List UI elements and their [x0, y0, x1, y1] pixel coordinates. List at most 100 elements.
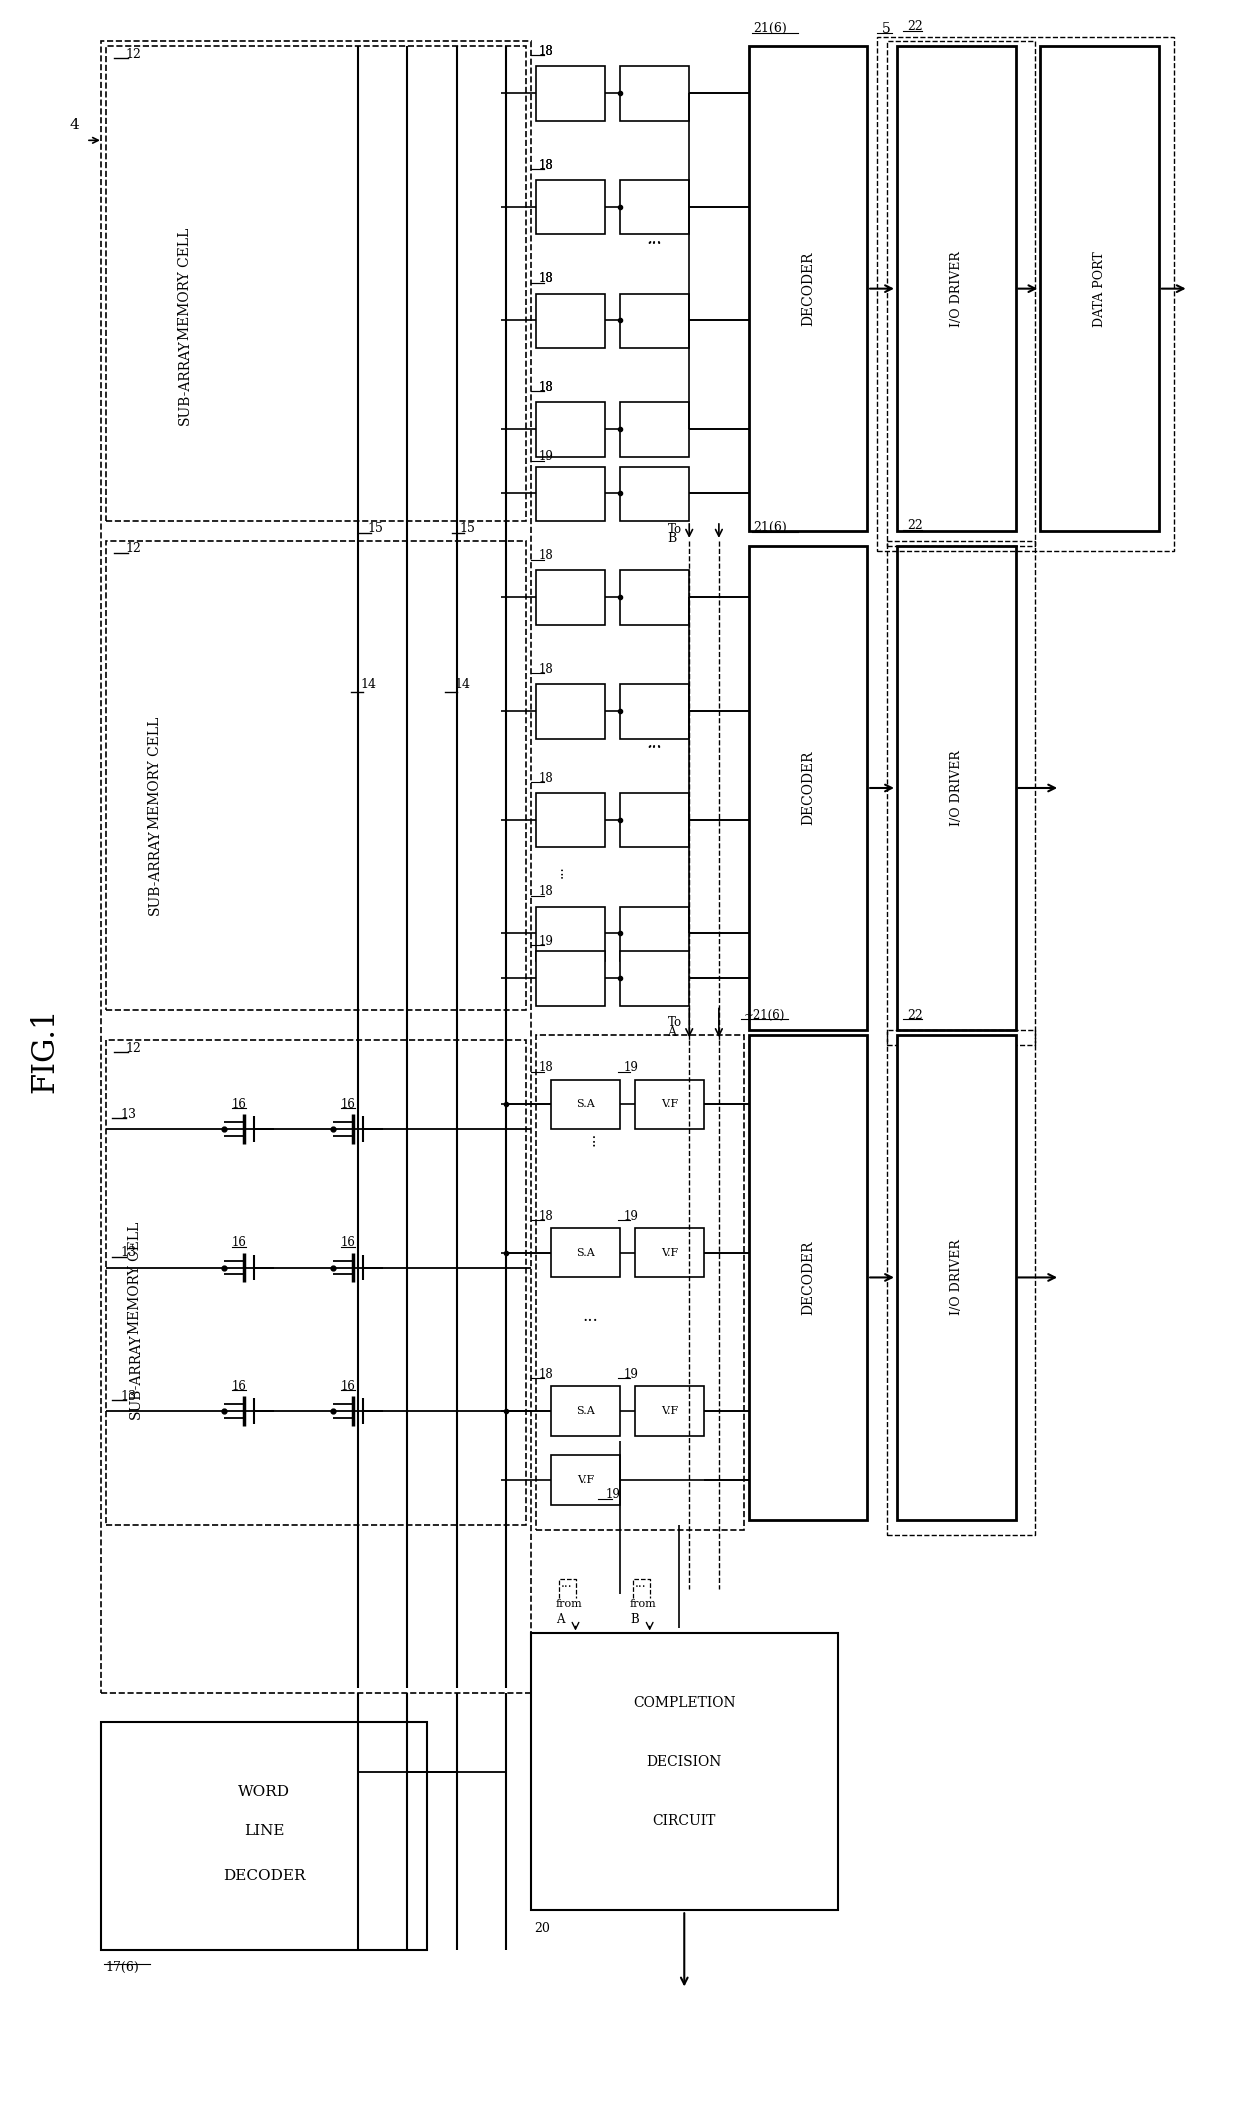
- Bar: [105, 1039, 526, 1525]
- Bar: [887, 42, 1035, 545]
- Text: LINE: LINE: [244, 1824, 284, 1839]
- Bar: [635, 1387, 704, 1435]
- Bar: [531, 1633, 837, 1910]
- Bar: [749, 545, 867, 1031]
- Bar: [551, 1229, 620, 1277]
- Bar: [887, 1031, 1035, 1534]
- Text: 18: 18: [539, 158, 554, 173]
- Text: 13: 13: [120, 1109, 136, 1121]
- Text: SUB-ARRAY: SUB-ARRAY: [149, 829, 162, 915]
- Text: 18: 18: [539, 772, 554, 785]
- Text: 18: 18: [539, 1060, 554, 1075]
- Bar: [551, 1387, 620, 1435]
- Text: 18: 18: [539, 381, 554, 393]
- Text: SUB-ARRAY: SUB-ARRAY: [177, 339, 192, 425]
- Text: I/O DRIVER: I/O DRIVER: [950, 749, 962, 827]
- Bar: [887, 541, 1035, 1046]
- Text: 18: 18: [539, 158, 554, 173]
- Bar: [536, 907, 605, 962]
- Text: MEMORY CELL: MEMORY CELL: [149, 717, 162, 829]
- Text: 20: 20: [534, 1921, 549, 1934]
- Text: MEMORY CELL: MEMORY CELL: [129, 1220, 143, 1334]
- Text: To: To: [667, 1016, 682, 1029]
- Bar: [551, 1456, 620, 1504]
- Text: 18: 18: [539, 886, 554, 898]
- Text: 15: 15: [460, 522, 476, 534]
- Bar: [620, 179, 689, 234]
- Text: 18: 18: [539, 381, 554, 393]
- Text: V.F: V.F: [577, 1475, 594, 1485]
- Text: 14: 14: [455, 677, 471, 690]
- Text: 21(6): 21(6): [754, 23, 787, 36]
- Bar: [536, 402, 605, 457]
- Bar: [635, 1079, 704, 1130]
- Text: ...: ...: [552, 865, 565, 877]
- Bar: [536, 570, 605, 625]
- Text: 18: 18: [539, 663, 554, 675]
- Bar: [897, 1035, 1016, 1519]
- Text: 18: 18: [539, 549, 554, 562]
- Text: DECODER: DECODER: [801, 1239, 815, 1315]
- Text: ~21(6): ~21(6): [744, 1010, 785, 1023]
- Text: 14: 14: [361, 677, 377, 690]
- Bar: [620, 793, 689, 848]
- Bar: [897, 46, 1016, 530]
- Bar: [620, 65, 689, 120]
- Bar: [620, 295, 689, 347]
- Bar: [620, 402, 689, 457]
- Text: ...: ...: [647, 736, 662, 751]
- Text: I/O DRIVER: I/O DRIVER: [950, 250, 962, 326]
- Bar: [749, 46, 867, 530]
- Text: ...: ...: [647, 231, 662, 248]
- Text: 17(6): 17(6): [105, 1961, 140, 1974]
- Text: 19: 19: [624, 1060, 639, 1075]
- Text: 22: 22: [906, 1010, 923, 1023]
- Bar: [749, 1035, 867, 1519]
- Text: DATA PORT: DATA PORT: [1094, 250, 1106, 326]
- Text: 18: 18: [539, 271, 554, 286]
- Text: 5: 5: [882, 21, 890, 36]
- Bar: [536, 179, 605, 234]
- Text: 22: 22: [906, 21, 923, 34]
- Bar: [1040, 46, 1159, 530]
- Text: 4: 4: [69, 118, 79, 133]
- Bar: [635, 1229, 704, 1277]
- Text: 19: 19: [539, 450, 554, 463]
- Text: FIG.1: FIG.1: [29, 1008, 60, 1092]
- Text: ...: ...: [583, 1309, 598, 1326]
- Text: ...: ...: [647, 734, 662, 751]
- Text: 12: 12: [125, 48, 141, 61]
- Text: B: B: [667, 532, 677, 545]
- Text: 19: 19: [624, 1210, 639, 1222]
- Text: ...: ...: [560, 1578, 573, 1591]
- Text: 18: 18: [539, 1210, 554, 1222]
- Bar: [105, 46, 526, 522]
- Bar: [536, 295, 605, 347]
- Text: To: To: [667, 524, 682, 537]
- Text: SUB-ARRAY: SUB-ARRAY: [129, 1334, 143, 1420]
- Text: DECISION: DECISION: [646, 1755, 722, 1769]
- Bar: [536, 65, 605, 120]
- Text: 21(6): 21(6): [754, 522, 787, 534]
- Bar: [897, 545, 1016, 1031]
- Text: V.F: V.F: [661, 1100, 678, 1109]
- Bar: [105, 541, 526, 1010]
- Text: 15: 15: [368, 522, 383, 534]
- Bar: [536, 1035, 744, 1530]
- Text: V.F: V.F: [661, 1248, 678, 1258]
- Text: 18: 18: [539, 1368, 554, 1380]
- Text: B: B: [630, 1614, 639, 1626]
- Bar: [620, 570, 689, 625]
- Bar: [536, 951, 605, 1006]
- Text: 19: 19: [624, 1368, 639, 1380]
- Text: A: A: [667, 1027, 677, 1039]
- Bar: [620, 907, 689, 962]
- Bar: [551, 1079, 620, 1130]
- Text: WORD: WORD: [238, 1784, 290, 1799]
- Bar: [536, 684, 605, 739]
- Text: 16: 16: [341, 1098, 356, 1111]
- Text: 16: 16: [232, 1380, 247, 1393]
- Text: I/O DRIVER: I/O DRIVER: [950, 1239, 962, 1315]
- Text: 13: 13: [120, 1389, 136, 1403]
- Bar: [100, 1723, 428, 1950]
